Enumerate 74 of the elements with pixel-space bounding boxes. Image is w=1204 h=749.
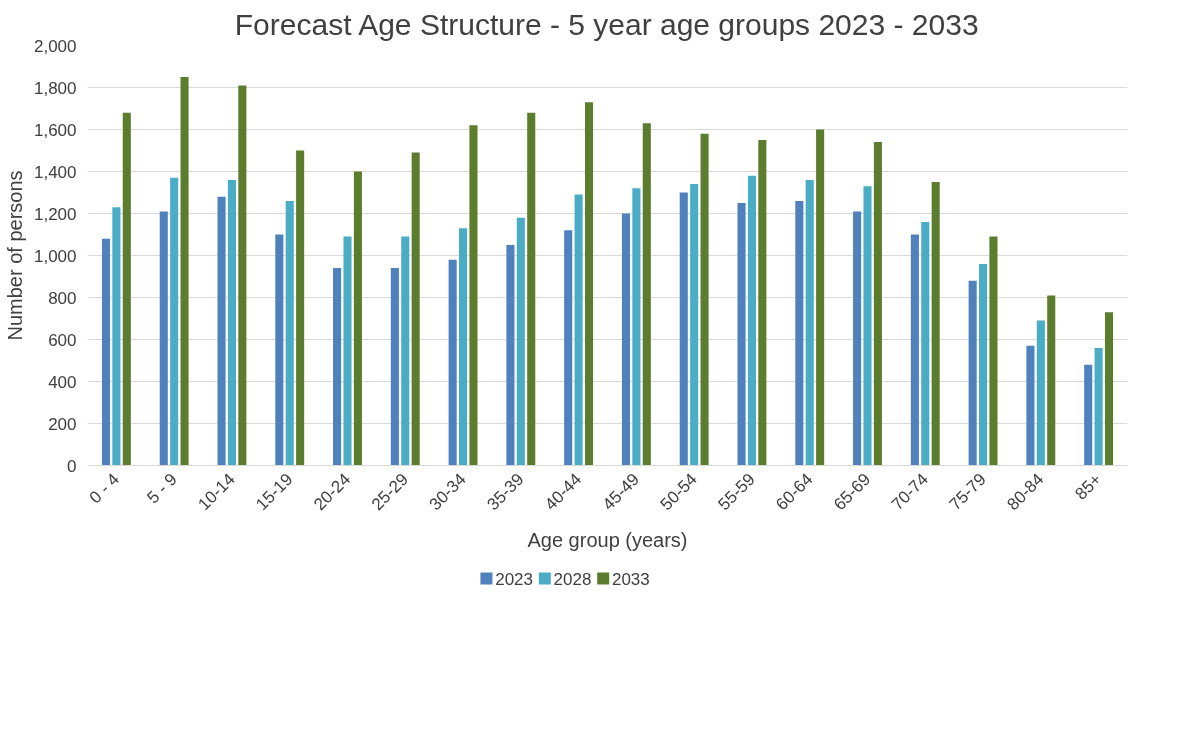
legend-label: 2028 (553, 569, 592, 589)
bar (112, 207, 121, 466)
bar (159, 211, 168, 466)
y-tick-label: 2,000 (33, 36, 77, 56)
bar (285, 200, 294, 466)
bar (1036, 320, 1045, 466)
bar (737, 203, 746, 466)
bar (333, 268, 342, 466)
y-tick-label: 800 (48, 288, 77, 308)
y-tick-label: 1,000 (33, 246, 77, 266)
bar (805, 179, 814, 466)
bar (621, 213, 631, 466)
bar (979, 263, 988, 466)
bar (238, 85, 247, 466)
bar (968, 280, 977, 466)
bar (690, 184, 699, 466)
bar (564, 230, 573, 466)
y-axis-title: Number of persons (3, 170, 26, 341)
bar (863, 186, 872, 466)
bar (873, 142, 882, 466)
x-tick-label: 5 - 9 (143, 469, 181, 508)
bar (989, 236, 998, 466)
x-tick-label: 85+ (1071, 469, 1106, 504)
bar (516, 217, 525, 466)
x-axis-title: Age group (years) (527, 528, 688, 551)
bar (910, 234, 919, 466)
y-tick-label: 400 (48, 372, 77, 392)
bar (632, 188, 641, 466)
bar (758, 140, 767, 466)
bar (584, 102, 594, 466)
legend-label: 2033 (611, 569, 650, 589)
bar (448, 259, 457, 466)
bar (506, 245, 515, 466)
bar (227, 179, 236, 466)
bar (170, 177, 179, 466)
bar (411, 152, 420, 466)
y-tick-label: 1,200 (33, 204, 77, 224)
bar (574, 194, 583, 466)
bar (296, 150, 305, 466)
bar (527, 112, 536, 466)
bar (180, 77, 189, 466)
bar (469, 125, 478, 466)
y-tick-label: 1,800 (33, 78, 77, 98)
bar (343, 236, 352, 466)
bar (853, 211, 862, 466)
bar (275, 234, 284, 466)
bar (642, 123, 651, 466)
chart-title: Forecast Age Structure - 5 year age groups 2023 - 2033 (234, 7, 979, 41)
x-tick-label: 0 - 4 (85, 469, 124, 508)
y-tick-label: 1,400 (33, 162, 77, 182)
bar (459, 228, 468, 466)
bar (795, 200, 804, 466)
y-tick-label: 0 (67, 456, 77, 476)
bar (700, 133, 709, 466)
bar (931, 182, 940, 466)
bar (101, 238, 111, 466)
y-tick-label: 1,600 (33, 120, 77, 140)
bar (1084, 364, 1093, 466)
bar (1104, 312, 1114, 466)
bar (122, 112, 131, 466)
bar (1026, 345, 1035, 466)
legend-label: 2023 (495, 569, 534, 589)
bar (679, 192, 688, 466)
bar (390, 268, 399, 466)
bar (353, 171, 362, 466)
bar (1094, 347, 1103, 466)
y-tick-label: 600 (48, 330, 77, 350)
bar (747, 175, 756, 466)
bar (1047, 295, 1056, 466)
bar (921, 221, 930, 466)
bar (401, 236, 410, 466)
bar (217, 196, 226, 466)
bar (816, 129, 825, 466)
y-tick-label: 200 (48, 414, 77, 434)
